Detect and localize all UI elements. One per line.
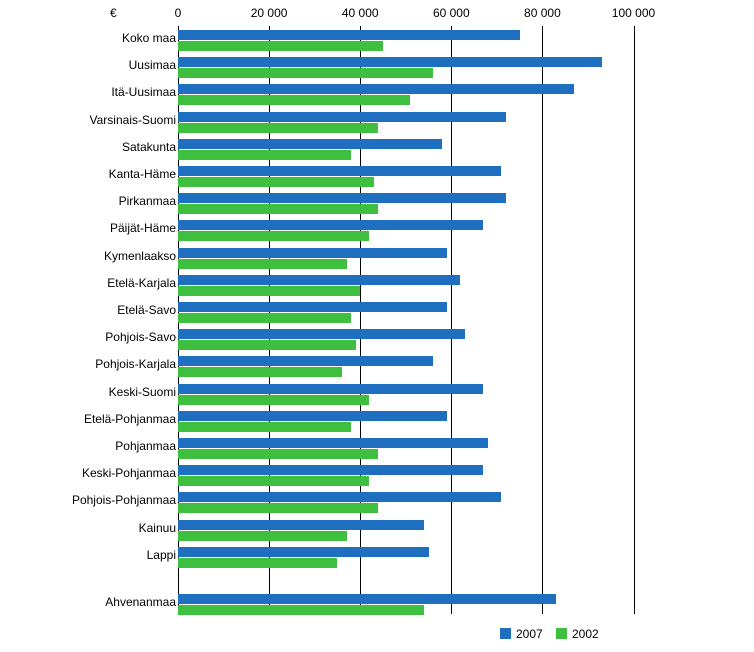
- bar-2007: [178, 166, 501, 176]
- bar-2007: [178, 547, 429, 557]
- category-label: Pohjanmaa: [0, 439, 176, 453]
- category-label: Satakunta: [0, 140, 176, 154]
- category-label: Kanta-Häme: [0, 167, 176, 181]
- x-tick-label: 20 000: [251, 6, 288, 20]
- category-label: Keski-Pohjanmaa: [0, 466, 176, 480]
- regional-bar-chart: €0 20 000 40 000 60 000 80 000 100 000 Koko ma…: [0, 0, 754, 652]
- grid-line: [634, 26, 635, 614]
- category-label: Varsinais-Suomi: [0, 113, 176, 127]
- bar-2002: [178, 476, 369, 486]
- legend-label: 2007: [516, 627, 543, 641]
- bar-2002: [178, 95, 410, 105]
- bar-2007: [178, 356, 433, 366]
- category-label: Keski-Suomi: [0, 385, 176, 399]
- category-label: Uusimaa: [0, 58, 176, 72]
- category-label: Pohjois-Karjala: [0, 357, 176, 371]
- bar-2007: [178, 275, 460, 285]
- currency-label: €: [110, 6, 117, 20]
- bar-2002: [178, 422, 351, 432]
- x-tick-label: 80 000: [524, 6, 561, 20]
- bar-2007: [178, 193, 506, 203]
- x-tick-label: 100 000: [612, 6, 655, 20]
- bar-2002: [178, 41, 383, 51]
- x-tick-label: 60 000: [433, 6, 470, 20]
- category-label: Lappi: [0, 548, 176, 562]
- category-label: Etelä-Savo: [0, 303, 176, 317]
- category-label: Etelä-Karjala: [0, 276, 176, 290]
- bar-2002: [178, 123, 378, 133]
- legend-label: 2002: [572, 627, 599, 641]
- bar-2007: [178, 520, 424, 530]
- category-label: Päijät-Häme: [0, 221, 176, 235]
- bar-2007: [178, 329, 465, 339]
- bar-2007: [178, 220, 483, 230]
- category-label: Kainuu: [0, 521, 176, 535]
- x-tick-label: 0: [175, 6, 182, 20]
- bar-2002: [178, 150, 351, 160]
- bar-2007: [178, 30, 520, 40]
- category-label: Ahvenanmaa: [0, 595, 176, 609]
- bar-2002: [178, 259, 347, 269]
- x-tick-label: 40 000: [342, 6, 379, 20]
- category-label: Pirkanmaa: [0, 194, 176, 208]
- bar-2007: [178, 302, 447, 312]
- bar-2007: [178, 411, 447, 421]
- bar-2007: [178, 594, 556, 604]
- bar-2007: [178, 384, 483, 394]
- category-label: Etelä-Pohjanmaa: [0, 412, 176, 426]
- bar-2002: [178, 340, 356, 350]
- bar-2002: [178, 503, 378, 513]
- bar-2007: [178, 139, 442, 149]
- bar-2002: [178, 204, 378, 214]
- bar-2002: [178, 177, 374, 187]
- bar-2007: [178, 492, 501, 502]
- legend-swatch: [500, 628, 511, 639]
- bar-2002: [178, 531, 347, 541]
- category-label: Kymenlaakso: [0, 249, 176, 263]
- bar-2002: [178, 68, 433, 78]
- category-label: Koko maa: [0, 31, 176, 45]
- bar-2002: [178, 313, 351, 323]
- grid-line: [542, 26, 543, 614]
- legend-swatch: [556, 628, 567, 639]
- bar-2002: [178, 449, 378, 459]
- bar-2007: [178, 438, 488, 448]
- bar-2002: [178, 231, 369, 241]
- category-label: Pohjois-Savo: [0, 330, 176, 344]
- bar-2007: [178, 84, 574, 94]
- bar-2002: [178, 605, 424, 615]
- category-label: Itä-Uusimaa: [0, 85, 176, 99]
- bar-2002: [178, 367, 342, 377]
- bar-2002: [178, 286, 360, 296]
- bar-2002: [178, 558, 337, 568]
- bar-2007: [178, 57, 602, 67]
- bar-2007: [178, 465, 483, 475]
- category-label: Pohjois-Pohjanmaa: [0, 493, 176, 507]
- bar-2007: [178, 112, 506, 122]
- bar-2007: [178, 248, 447, 258]
- bar-2002: [178, 395, 369, 405]
